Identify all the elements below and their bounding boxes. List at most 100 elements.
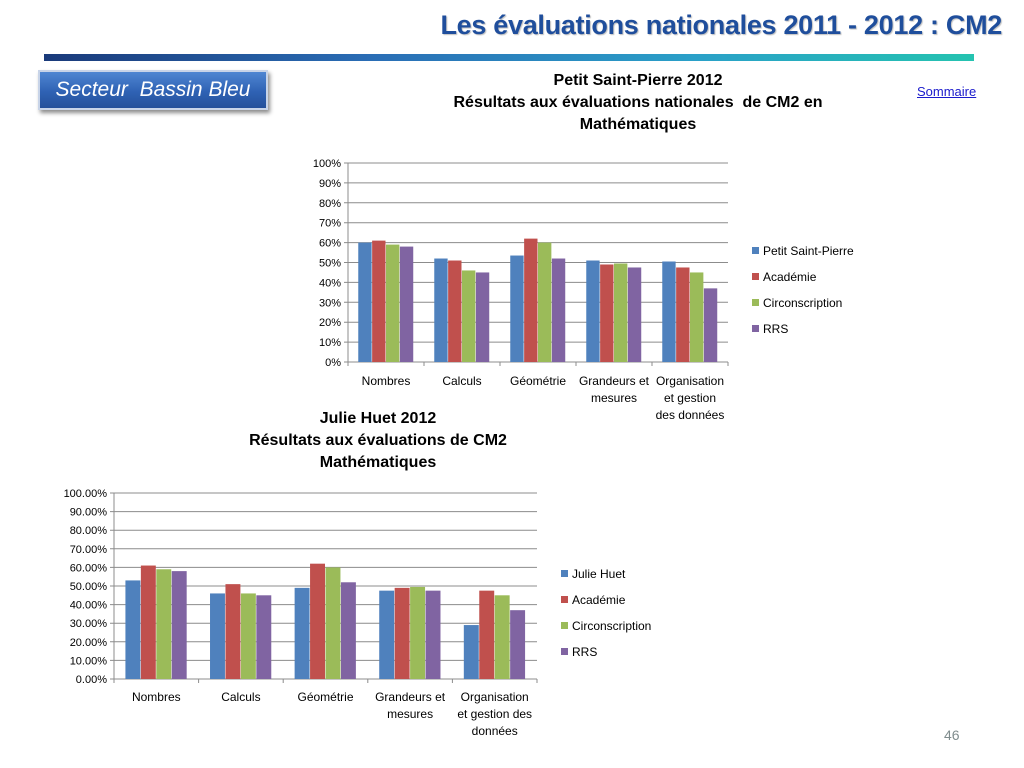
chart-2-title: Julie Huet 2012 Résultats aux évaluation… [218, 408, 538, 474]
chart-1-legend-label: Académie [763, 270, 817, 284]
sector-label-box: Secteur Bassin Bleu [38, 70, 268, 110]
page-number: 46 [944, 727, 960, 743]
chart-2-category-label: Calculs [221, 690, 260, 704]
chart-2-category-label: mesures [387, 707, 433, 721]
chart-2-bar-1-2 [210, 593, 225, 679]
chart-2-bar-2-1 [140, 565, 156, 679]
chart-2-category-label: et gestion des [457, 707, 532, 721]
chart-2-bar-1-4 [379, 590, 395, 679]
chart-2-legend-swatch [561, 648, 568, 655]
chart-2-y-tick-label: 60.00% [70, 562, 108, 574]
chart-1-bar-4-2 [475, 272, 490, 362]
chart-1-y-tick-label: 70% [319, 218, 341, 230]
chart-2-bar-4-1 [171, 571, 187, 679]
chart-1-legend-label: RRS [763, 322, 788, 336]
chart-1-bar-4-3 [551, 258, 566, 362]
chart-2-bar-4-5 [510, 610, 526, 679]
chart-2-category-label: Grandeurs et [375, 690, 446, 704]
chart-2-legend-label: Circonscription [572, 619, 651, 633]
chart-1-legend-swatch [752, 325, 759, 332]
chart-1-title-line: Mathématiques [579, 116, 697, 133]
chart-2-legend-label: RRS [572, 645, 597, 659]
chart-2-legend-swatch [561, 596, 568, 603]
chart-2-category-label: Organisation [461, 690, 529, 704]
chart-1-legend-label: Circonscription [763, 296, 842, 310]
chart-2-legend-label: Académie [572, 593, 626, 607]
chart-1-bar-4-1 [399, 246, 414, 362]
chart-1-category-label: Calculs [442, 374, 481, 388]
chart-1-title: Petit Saint-Pierre 2012 Résultats aux év… [428, 70, 848, 136]
chart-2-y-tick-label: 40.00% [70, 600, 108, 612]
chart-1-y-tick-label: 30% [319, 297, 341, 309]
chart-1-bar-1-1 [358, 242, 372, 362]
chart-2-bar-1-1 [125, 580, 141, 679]
chart-1-bar-3-3 [538, 242, 552, 362]
chart-2-y-tick-label: 90.00% [70, 507, 108, 519]
chart-1-bar-2-1 [372, 240, 386, 362]
chart-2-y-tick-label: 30.00% [70, 618, 108, 630]
sommaire-link[interactable]: Sommaire [917, 84, 977, 99]
chart-1-bar-2-4 [600, 264, 614, 362]
chart-2-y-tick-label: 20.00% [70, 637, 108, 649]
chart-1-title-line: Résultats aux évaluations nationales de … [453, 94, 823, 111]
chart-1-bar-2-5 [676, 267, 690, 362]
title-underline-bar [44, 54, 974, 61]
chart-1-legend-label: Petit Saint-Pierre [763, 244, 854, 258]
chart-2-bar-4-3 [340, 582, 356, 679]
chart-2-bar-2-3 [310, 563, 325, 679]
chart-1-category-label: Géométrie [510, 374, 566, 388]
chart-1-y-tick-label: 10% [319, 337, 341, 349]
chart-1-y-tick-label: 40% [319, 277, 341, 289]
chart-1-bar-1-2 [434, 258, 448, 362]
chart-2-bar-3-1 [156, 569, 172, 679]
chart-2-category-label: Géométrie [297, 690, 353, 704]
chart-1-y-tick-label: 80% [319, 198, 341, 210]
chart-2-category-label: données [472, 724, 518, 738]
chart-1-bar-3-5 [690, 272, 704, 362]
slide-title: Les évaluations nationales 2011 - 2012 :… [440, 10, 1002, 40]
chart-1-y-tick-label: 0% [325, 357, 341, 369]
chart-2-legend-swatch [561, 570, 568, 577]
chart-2-bar-3-4 [410, 586, 426, 679]
chart-1-y-tick-label: 20% [319, 317, 341, 329]
chart-2-bar-2-5 [479, 590, 495, 679]
chart-2-bar-4-2 [256, 595, 272, 679]
chart-2-bar-4-4 [425, 590, 441, 679]
chart-2-bar-3-5 [494, 595, 510, 679]
chart-1-legend-swatch [752, 299, 759, 306]
chart-1-category-label: Grandeurs et [579, 374, 650, 388]
chart-1-legend-swatch [752, 273, 759, 280]
chart-1-bar-1-4 [586, 260, 600, 362]
chart-1-bar-1-3 [510, 255, 524, 362]
chart-2-bar-1-5 [463, 625, 479, 679]
chart-1-bar-3-1 [386, 244, 400, 362]
chart-1-y-tick-label: 90% [319, 178, 341, 190]
chart-1-category-label: et gestion [664, 391, 716, 405]
chart-2-title-line: Julie Huet 2012 [319, 410, 437, 427]
chart-2-y-tick-label: 10.00% [70, 655, 108, 667]
chart-1-category-label: des données [656, 408, 725, 422]
chart-1-bar-4-5 [703, 288, 718, 362]
chart-1-legend-swatch [752, 247, 759, 254]
chart-1-bar-3-2 [462, 270, 476, 362]
chart-2-title-line: Mathématiques [319, 454, 437, 471]
chart-1-category-label: Nombres [362, 374, 411, 388]
chart-1-title-line: Petit Saint-Pierre 2012 [553, 72, 723, 89]
chart-1-y-tick-label: 100% [313, 158, 341, 170]
chart-2-y-tick-label: 70.00% [70, 544, 108, 556]
chart-2-y-tick-label: 100.00% [64, 488, 108, 500]
chart-1-bar-1-5 [662, 261, 676, 362]
chart-1-bar-2-2 [448, 260, 462, 362]
chart-2-legend-label: Julie Huet [572, 567, 626, 581]
chart-1-category-label: mesures [591, 391, 637, 405]
chart-1-bar-4-4 [627, 267, 642, 362]
chart-1-bar-3-4 [614, 263, 628, 362]
chart-2-y-tick-label: 80.00% [70, 525, 108, 537]
chart-2-y-tick-label: 50.00% [70, 581, 108, 593]
chart-2-category-label: Nombres [132, 690, 181, 704]
chart-1-y-tick-label: 60% [319, 238, 341, 250]
chart-2-title-line: Résultats aux évaluations de CM2 [249, 432, 507, 449]
chart-1-y-tick-label: 50% [319, 258, 341, 270]
